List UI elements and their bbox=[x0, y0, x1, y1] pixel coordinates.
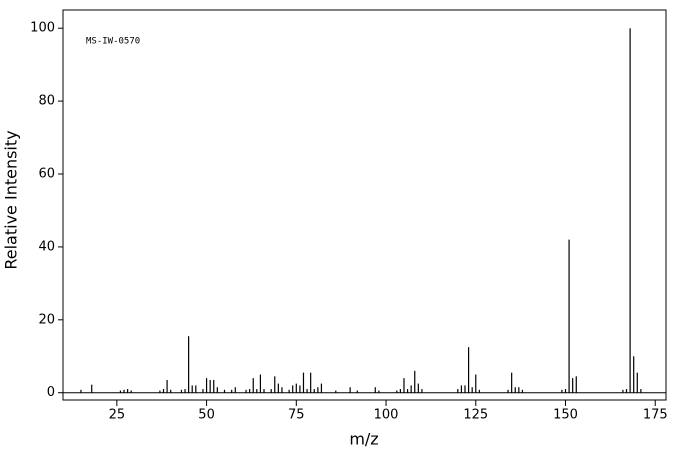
x-tick-label: 150 bbox=[553, 408, 578, 423]
y-tick-label: 40 bbox=[38, 239, 55, 254]
y-axis-label: Relative Intensity bbox=[2, 130, 21, 269]
x-tick-label: 175 bbox=[643, 408, 668, 423]
x-tick-label: 75 bbox=[288, 408, 305, 423]
x-tick-label: 50 bbox=[198, 408, 215, 423]
y-tick-label: 60 bbox=[38, 167, 55, 182]
y-tick-label: 20 bbox=[38, 312, 55, 327]
x-tick-label: 100 bbox=[374, 408, 399, 423]
plot-frame bbox=[62, 9, 667, 401]
y-tick-label: 0 bbox=[47, 385, 55, 400]
x-tick-label: 25 bbox=[109, 408, 126, 423]
y-tick-label: 80 bbox=[38, 94, 55, 109]
x-tick-label: 125 bbox=[463, 408, 488, 423]
y-tick-label: 100 bbox=[30, 21, 55, 36]
annotation: MS-IW-0570 bbox=[86, 37, 140, 47]
x-axis-label: m/z bbox=[349, 430, 378, 449]
